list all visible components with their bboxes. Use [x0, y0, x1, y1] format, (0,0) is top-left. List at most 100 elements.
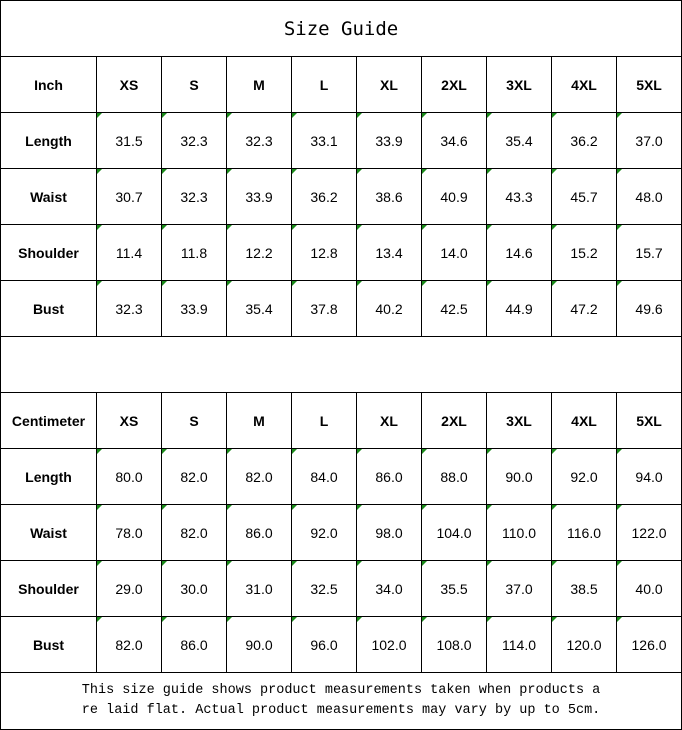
measurement-cell: 88.0	[421, 448, 487, 505]
measurement-cell: 90.0	[226, 616, 292, 673]
measurement-cell: 29.0	[96, 560, 162, 617]
measurement-cell: 14.0	[421, 224, 487, 281]
measurement-cell: 30.0	[161, 560, 227, 617]
measurement-cell: 32.3	[161, 168, 227, 225]
measurement-cell: 36.2	[551, 112, 617, 169]
size-header: XS	[96, 56, 162, 113]
measurement-cell: 30.7	[96, 168, 162, 225]
measurement-cell: 37.0	[615, 112, 682, 169]
size-header: 5XL	[615, 56, 682, 113]
size-header: 3XL	[486, 392, 552, 449]
measurement-cell: 114.0	[486, 616, 552, 673]
measurement-cell: 12.2	[226, 224, 292, 281]
measurement-cell: 96.0	[291, 616, 357, 673]
measurement-cell: 34.0	[356, 560, 422, 617]
measurement-label: Waist	[0, 168, 97, 225]
measurement-cell: 80.0	[96, 448, 162, 505]
measurement-label: Length	[0, 112, 97, 169]
spacer-cell	[0, 336, 682, 393]
measurement-cell: 33.9	[226, 168, 292, 225]
measurement-cell: 86.0	[226, 504, 292, 561]
measurement-cell: 120.0	[551, 616, 617, 673]
measurement-cell: 34.6	[421, 112, 487, 169]
measurement-cell: 32.5	[291, 560, 357, 617]
measurement-cell: 40.2	[356, 280, 422, 337]
measurement-cell: 37.0	[486, 560, 552, 617]
measurement-cell: 13.4	[356, 224, 422, 281]
measurement-cell: 38.5	[551, 560, 617, 617]
measurement-cell: 82.0	[161, 448, 227, 505]
table-row: Shoulder 11.4 11.8 12.2 12.8 13.4 14.0 14.6 15.2…	[0, 224, 682, 281]
centimeter-header-row: Centimeter XS S M L XL 2XL 3XL 4XL 5XL	[0, 392, 682, 449]
measurement-cell: 11.8	[161, 224, 227, 281]
measurement-cell: 92.0	[551, 448, 617, 505]
measurement-cell: 110.0	[486, 504, 552, 561]
table-row: Waist 78.0 82.0 86.0 92.0 98.0 104.0 110.0 116.0…	[0, 504, 682, 561]
footer-note: This size guide shows product measuremen…	[0, 672, 682, 730]
table-row: Length 31.5 32.3 32.3 33.1 33.9 34.6 35.4 36.2 37…	[0, 112, 682, 169]
size-header: XS	[96, 392, 162, 449]
size-header: 4XL	[551, 56, 617, 113]
measurement-cell: 14.6	[486, 224, 552, 281]
unit-label: Inch	[0, 56, 97, 113]
measurement-cell: 35.5	[421, 560, 487, 617]
table-row: Bust 82.0 86.0 90.0 96.0 102.0 108.0 114.0 120.0…	[0, 616, 682, 673]
measurement-cell: 15.7	[615, 224, 682, 281]
measurement-cell: 47.2	[551, 280, 617, 337]
measurement-label: Bust	[0, 616, 97, 673]
measurement-label: Length	[0, 448, 97, 505]
measurement-cell: 33.1	[291, 112, 357, 169]
measurement-cell: 12.8	[291, 224, 357, 281]
size-header: M	[226, 392, 292, 449]
measurement-cell: 49.6	[615, 280, 682, 337]
measurement-cell: 122.0	[615, 504, 682, 561]
size-header: XL	[356, 392, 422, 449]
measurement-label: Shoulder	[0, 224, 97, 281]
measurement-cell: 37.8	[291, 280, 357, 337]
unit-label: Centimeter	[0, 392, 97, 449]
table-row: Shoulder 29.0 30.0 31.0 32.5 34.0 35.5 37.0 38.5…	[0, 560, 682, 617]
measurement-cell: 31.0	[226, 560, 292, 617]
measurement-cell: 31.5	[96, 112, 162, 169]
measurement-cell: 35.4	[486, 112, 552, 169]
measurement-label: Waist	[0, 504, 97, 561]
measurement-label: Bust	[0, 280, 97, 337]
measurement-cell: 86.0	[161, 616, 227, 673]
measurement-cell: 82.0	[161, 504, 227, 561]
measurement-cell: 15.2	[551, 224, 617, 281]
measurement-cell: 32.3	[96, 280, 162, 337]
size-header: S	[161, 56, 227, 113]
measurement-cell: 108.0	[421, 616, 487, 673]
size-header: L	[291, 392, 357, 449]
measurement-cell: 42.5	[421, 280, 487, 337]
size-header: S	[161, 392, 227, 449]
table-row: Bust 32.3 33.9 35.4 37.8 40.2 42.5 44.9 47.2 49.6	[0, 280, 682, 337]
table-row: Waist 30.7 32.3 33.9 36.2 38.6 40.9 43.3 45.7 48.…	[0, 168, 682, 225]
table-title: Size Guide	[0, 0, 682, 57]
title-row: Size Guide	[0, 0, 682, 57]
measurement-cell: 40.0	[615, 560, 682, 617]
measurement-cell: 82.0	[226, 448, 292, 505]
measurement-cell: 84.0	[291, 448, 357, 505]
measurement-cell: 94.0	[615, 448, 682, 505]
measurement-cell: 11.4	[96, 224, 162, 281]
measurement-cell: 44.9	[486, 280, 552, 337]
measurement-cell: 36.2	[291, 168, 357, 225]
measurement-cell: 104.0	[421, 504, 487, 561]
footer-line-1: This size guide shows product measuremen…	[81, 683, 601, 698]
measurement-cell: 43.3	[486, 168, 552, 225]
measurement-cell: 102.0	[356, 616, 422, 673]
measurement-cell: 32.3	[226, 112, 292, 169]
measurement-cell: 90.0	[486, 448, 552, 505]
size-header: 5XL	[615, 392, 682, 449]
inch-header-row: Inch XS S M L XL 2XL 3XL 4XL 5XL	[0, 56, 682, 113]
measurement-cell: 35.4	[226, 280, 292, 337]
table-row: Length 80.0 82.0 82.0 84.0 86.0 88.0 90.0 92.0 94…	[0, 448, 682, 505]
size-header: M	[226, 56, 292, 113]
measurement-cell: 92.0	[291, 504, 357, 561]
measurement-cell: 78.0	[96, 504, 162, 561]
measurement-cell: 82.0	[96, 616, 162, 673]
measurement-cell: 98.0	[356, 504, 422, 561]
measurement-cell: 116.0	[551, 504, 617, 561]
